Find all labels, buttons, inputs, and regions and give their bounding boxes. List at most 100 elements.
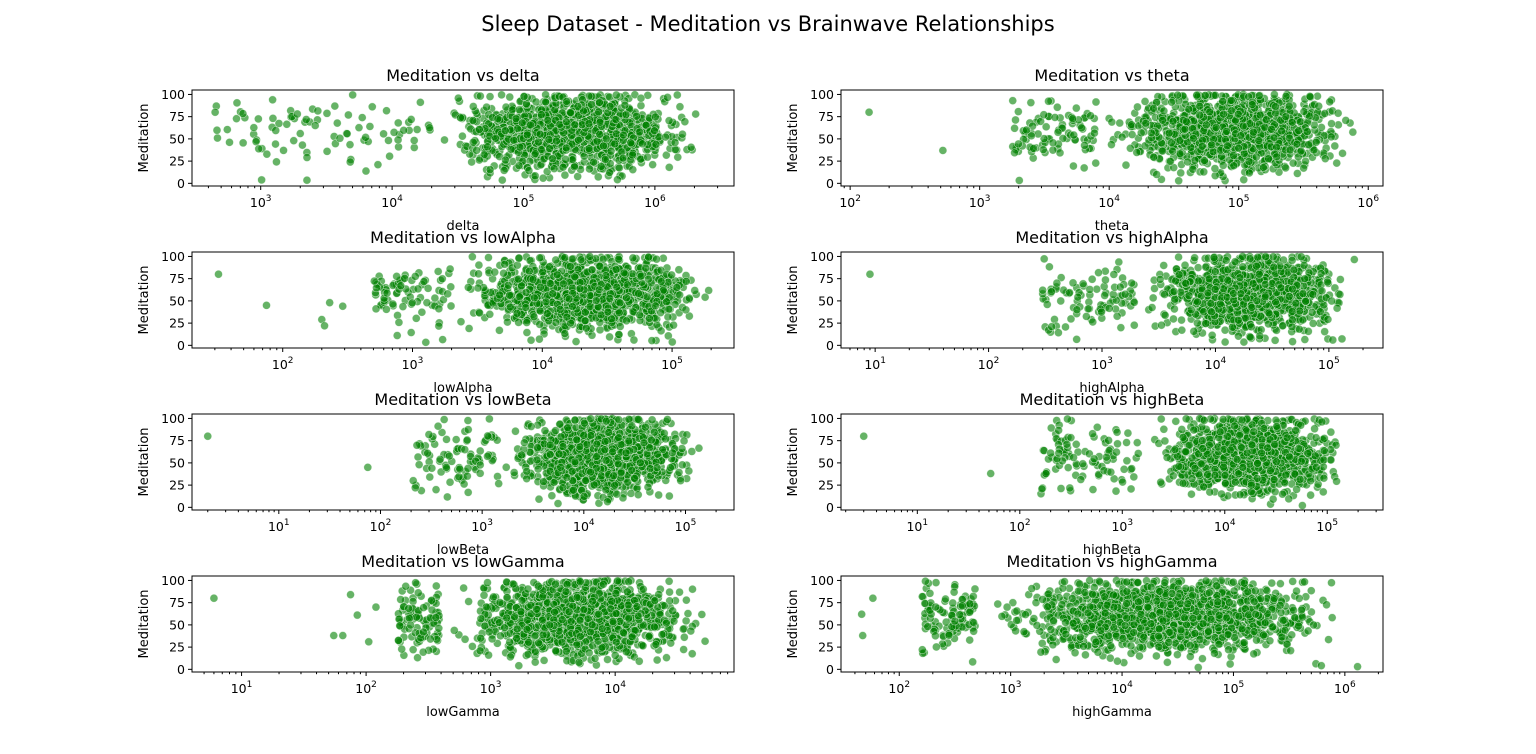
data-point xyxy=(573,102,583,111)
data-point xyxy=(393,118,403,128)
data-point xyxy=(589,157,598,167)
data-point xyxy=(1309,145,1319,155)
data-point xyxy=(382,305,391,314)
data-point xyxy=(675,102,685,112)
data-point xyxy=(551,318,561,327)
y-tick-label: 25 xyxy=(818,154,834,169)
subplot-title: Meditation vs highAlpha xyxy=(1015,228,1208,247)
data-point xyxy=(543,115,553,125)
scatter-points xyxy=(865,252,1359,347)
data-point xyxy=(620,100,630,110)
data-point xyxy=(1293,169,1302,178)
data-point xyxy=(580,307,590,317)
data-point xyxy=(382,288,392,298)
data-point xyxy=(1086,111,1095,121)
data-point xyxy=(1269,133,1279,143)
data-point xyxy=(421,338,431,347)
data-point xyxy=(439,295,448,304)
data-point xyxy=(1239,175,1249,185)
data-point xyxy=(379,129,388,139)
data-point xyxy=(642,292,652,302)
data-point xyxy=(505,302,515,312)
data-point xyxy=(690,286,700,295)
data-point xyxy=(537,110,546,119)
data-point xyxy=(468,137,478,147)
data-point xyxy=(392,272,401,281)
data-point xyxy=(490,267,500,277)
data-point xyxy=(251,137,261,146)
data-point xyxy=(1175,149,1185,159)
data-point xyxy=(611,115,621,124)
data-point xyxy=(1189,134,1198,143)
data-point xyxy=(412,125,422,134)
data-point xyxy=(628,253,638,263)
data-point xyxy=(1079,163,1089,173)
data-point xyxy=(1197,141,1207,151)
data-point xyxy=(515,142,525,152)
data-point xyxy=(675,290,684,300)
data-point xyxy=(561,117,571,127)
data-point xyxy=(497,175,507,185)
data-point xyxy=(607,314,616,324)
data-point xyxy=(528,275,538,284)
data-point xyxy=(357,113,367,122)
data-point xyxy=(680,117,690,126)
data-point xyxy=(1325,97,1335,107)
data-point xyxy=(657,277,666,286)
subplot-title: Meditation vs lowAlpha xyxy=(370,228,556,247)
data-point xyxy=(1281,163,1290,173)
outlier-point xyxy=(373,160,383,169)
data-point xyxy=(361,133,370,142)
data-point xyxy=(1192,90,1202,100)
data-point xyxy=(691,109,700,119)
data-point xyxy=(1190,156,1200,165)
data-point xyxy=(456,317,466,327)
data-point xyxy=(1341,116,1351,125)
data-point xyxy=(647,336,657,345)
data-point xyxy=(641,263,651,273)
data-point xyxy=(681,277,691,286)
data-point xyxy=(483,142,492,152)
data-point xyxy=(615,163,624,173)
outlier-point xyxy=(214,269,223,279)
data-point xyxy=(1167,97,1176,107)
data-point xyxy=(1041,122,1051,132)
data-point xyxy=(614,330,624,339)
data-point xyxy=(562,312,572,322)
data-point xyxy=(1327,119,1336,128)
data-point xyxy=(279,146,288,155)
data-point xyxy=(611,265,621,274)
data-point xyxy=(1014,139,1023,149)
data-point xyxy=(601,271,611,280)
y-tick-label: 100 xyxy=(810,87,834,102)
data-point xyxy=(393,311,402,320)
data-point xyxy=(661,132,670,142)
data-point xyxy=(1333,108,1343,118)
data-point xyxy=(1048,138,1058,148)
data-point xyxy=(566,108,575,117)
data-point xyxy=(514,274,523,284)
data-point xyxy=(1066,314,1076,324)
data-point xyxy=(678,129,687,139)
data-point xyxy=(595,130,604,139)
data-point xyxy=(1115,118,1125,128)
data-point xyxy=(330,101,340,111)
data-point xyxy=(382,106,391,116)
data-point xyxy=(1053,127,1063,137)
data-point xyxy=(399,126,408,135)
axes-frame xyxy=(191,251,735,349)
data-point xyxy=(500,259,509,269)
data-point xyxy=(1129,320,1139,330)
data-point xyxy=(411,272,420,281)
data-point xyxy=(456,113,465,123)
data-point xyxy=(1058,134,1068,143)
data-point xyxy=(370,276,379,286)
data-point xyxy=(400,274,409,283)
data-point xyxy=(560,329,570,338)
data-point xyxy=(628,165,638,174)
data-point xyxy=(1173,90,1182,100)
x-tick-label: 104 xyxy=(1098,194,1120,210)
x-tick-label: 105 xyxy=(513,194,535,210)
data-point xyxy=(458,131,467,141)
data-point xyxy=(1039,110,1049,120)
